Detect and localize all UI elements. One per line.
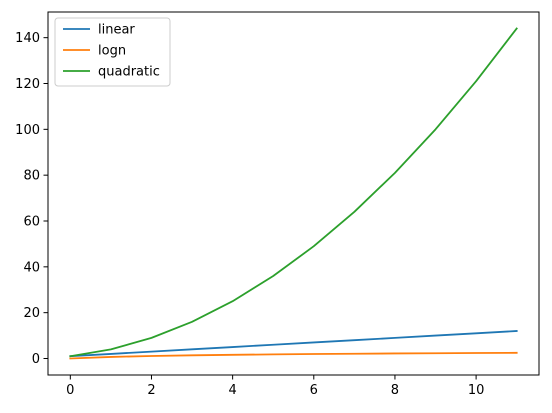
x-tick-label: 6 [310,383,318,398]
y-axis: 0 20 40 60 80 100 120 140 [15,31,48,367]
x-tick-label: 10 [468,383,485,398]
y-tick-label: 40 [23,260,40,275]
x-tick-label: 2 [147,383,155,398]
legend-box [54,17,171,87]
y-tick-label: 20 [23,306,40,321]
y-tick-label: 0 [32,352,40,367]
y-tick-label: 120 [15,77,40,92]
legend: linear logn quadratic [54,17,171,87]
series-line-logn [69,351,518,360]
plot-frame [47,11,540,376]
x-tick-label: 8 [391,383,399,398]
legend-label-quadratic: quadratic [98,65,160,80]
series-line-linear [69,330,518,358]
series-line-quadratic [69,27,518,358]
x-axis: 0 2 4 6 8 10 [66,375,484,398]
y-tick-label: 100 [15,123,40,138]
y-tick-label: 60 [23,215,40,230]
legend-label-logn: logn [98,44,126,59]
x-tick-label: 4 [228,383,236,398]
x-tick-label: 0 [66,383,74,398]
y-tick-label: 80 [23,169,40,184]
y-tick-label: 140 [15,31,40,46]
legend-label-linear: linear [98,23,135,38]
series-layer [69,27,518,360]
